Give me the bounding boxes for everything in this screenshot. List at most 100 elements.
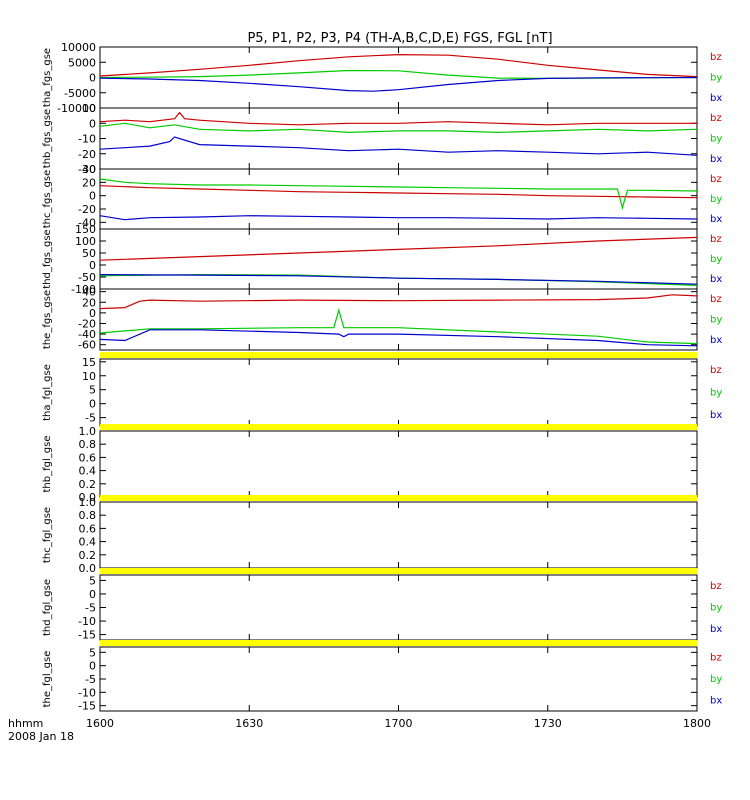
series-bz-line bbox=[99, 185, 698, 199]
series-bz-line bbox=[99, 236, 698, 261]
chart-title: P5, P1, P2, P3, P4 (TH-A,B,C,D,E) FGS, F… bbox=[247, 31, 552, 46]
series-bx-line bbox=[99, 274, 698, 285]
series-by-line bbox=[99, 122, 698, 134]
ylabel-thb_fgs_gse: thb_fgs_gse bbox=[42, 109, 53, 168]
legend-by: by bbox=[710, 315, 722, 326]
ytick-label: -20 bbox=[78, 317, 96, 330]
ytick-label: 0 bbox=[89, 259, 96, 272]
ytick-label: 10 bbox=[82, 102, 96, 115]
ytick-label: 20 bbox=[82, 176, 96, 189]
nodata-bar bbox=[100, 424, 697, 430]
panel-frame bbox=[99, 228, 698, 290]
ytick-label: -20 bbox=[78, 148, 96, 161]
series-bx-line bbox=[99, 76, 698, 92]
ytick-label: 0.4 bbox=[79, 465, 97, 478]
ylabel-tha_fgl_gse: tha_fgl_gse bbox=[42, 364, 53, 421]
legend-bz: bz bbox=[710, 365, 722, 376]
ytick-label: 40 bbox=[82, 163, 96, 176]
ytick-label: 0.2 bbox=[79, 478, 97, 491]
panel-thc_fgl_gse: 1.00.80.60.40.20.0 thc_fgl_gse bbox=[42, 495, 698, 575]
ytick-label: 0.0 bbox=[79, 491, 97, 504]
ytick-label: -50 bbox=[78, 271, 96, 284]
ytick-label: -20 bbox=[78, 203, 96, 216]
ytick-label: 0 bbox=[89, 117, 96, 130]
ylabel-thc_fgl_gse: thc_fgl_gse bbox=[42, 507, 53, 563]
legend-bz: bz bbox=[710, 294, 722, 305]
ytick-label: 0.8 bbox=[79, 509, 97, 522]
ytick-label: 10000 bbox=[61, 41, 96, 54]
panel-thb_fgs_gse: 10 0 -10 -20 -30 thb_fgs_gse bz by bx bbox=[42, 102, 722, 176]
series-by-line bbox=[99, 178, 698, 210]
ytick-label: -10000 bbox=[57, 102, 96, 115]
legend-bz: bz bbox=[710, 581, 722, 592]
panel-frame bbox=[99, 574, 698, 641]
legend-by: by bbox=[710, 134, 722, 145]
series-bz-line bbox=[99, 294, 698, 310]
ylabel-thd_fgl_gse: thd_fgl_gse bbox=[42, 579, 53, 636]
nodata-bar bbox=[100, 640, 697, 646]
panel-frame bbox=[99, 168, 698, 230]
legend-by: by bbox=[710, 674, 722, 685]
panel-tha_fgs_gse: 10000 5000 0 -5000 -10000 tha_fgs_gse bz by bx bbox=[42, 41, 722, 115]
ytick-label: -10 bbox=[78, 133, 96, 146]
series-bz-line bbox=[99, 111, 697, 126]
panel-thd_fgl_gse: 50-5-10-15 thd_fgl_gse bz by bx bbox=[42, 568, 722, 642]
ylabel-the_fgs_gse: the_fgs_gse bbox=[42, 290, 53, 349]
ytick-label: -5 bbox=[85, 673, 96, 686]
ytick-label: -5 bbox=[85, 602, 96, 615]
ytick-label: -100 bbox=[71, 283, 96, 296]
panel-the_fgl_gse: 50-5-10-15 the_fgl_gse bz by bx bbox=[42, 640, 722, 713]
ytick-label: 0 bbox=[89, 307, 96, 320]
xtick-label: 1800 bbox=[683, 717, 711, 730]
panel-frame bbox=[99, 107, 698, 170]
legend-by: by bbox=[710, 254, 722, 265]
series-bz-line bbox=[99, 53, 698, 78]
ytick-label: 5 bbox=[89, 384, 96, 397]
ytick-label: -10 bbox=[78, 615, 96, 628]
ylabel-thd_fgs_gse: thd_fgs_gse bbox=[42, 229, 53, 288]
ylabel-thc_fgs_gse: thc_fgs_gse bbox=[42, 170, 53, 229]
ytick-label: 0.0 bbox=[79, 562, 97, 575]
legend-bz: bz bbox=[710, 234, 722, 245]
panel-frame bbox=[99, 358, 698, 427]
panel-frame bbox=[99, 646, 698, 712]
legend-bx: bx bbox=[710, 335, 722, 346]
panel-frame bbox=[99, 501, 698, 569]
ytick-label: 5 bbox=[89, 646, 96, 659]
ytick-label: 15 bbox=[82, 356, 96, 369]
nodata-bar bbox=[100, 568, 697, 574]
ylabel-tha_fgs_gse: tha_fgs_gse bbox=[42, 48, 53, 107]
ytick-label: 5 bbox=[89, 574, 96, 587]
ytick-label: 0.6 bbox=[79, 522, 97, 535]
xtick-label: 1600 bbox=[86, 717, 114, 730]
ytick-label: 5000 bbox=[68, 56, 96, 69]
footer-date-label: 2008 Jan 18 bbox=[8, 730, 74, 743]
ytick-label: 1.0 bbox=[79, 425, 97, 438]
series-bx-line bbox=[99, 329, 698, 347]
nodata-bar bbox=[100, 352, 697, 358]
ytick-label: -5000 bbox=[64, 87, 96, 100]
legend-bz: bz bbox=[710, 52, 722, 63]
panel-frame bbox=[99, 430, 698, 498]
legend-bz: bz bbox=[710, 113, 722, 124]
ytick-label: 100 bbox=[75, 235, 96, 248]
ylabel-thb_fgl_gse: thb_fgl_gse bbox=[42, 436, 53, 493]
series-bx-line bbox=[99, 215, 698, 221]
panel-thb_fgl_gse: 1.00.80.60.40.20.0 thb_fgl_gse bbox=[42, 424, 698, 504]
xtick-label: 1630 bbox=[235, 717, 263, 730]
legend-bx: bx bbox=[710, 410, 722, 421]
ytick-label: -15 bbox=[78, 700, 96, 713]
legend-bx: bx bbox=[710, 624, 722, 635]
legend-by: by bbox=[710, 603, 722, 614]
legend-by: by bbox=[710, 194, 722, 205]
nodata-bar bbox=[100, 495, 697, 501]
xtick-label: 1730 bbox=[534, 717, 562, 730]
ytick-label: -40 bbox=[78, 328, 96, 341]
legend-by: by bbox=[710, 73, 722, 84]
ytick-label: 1.0 bbox=[79, 496, 97, 509]
ytick-label: -40 bbox=[78, 216, 96, 229]
ytick-label: -5 bbox=[85, 412, 96, 425]
legend-bz: bz bbox=[710, 653, 722, 664]
